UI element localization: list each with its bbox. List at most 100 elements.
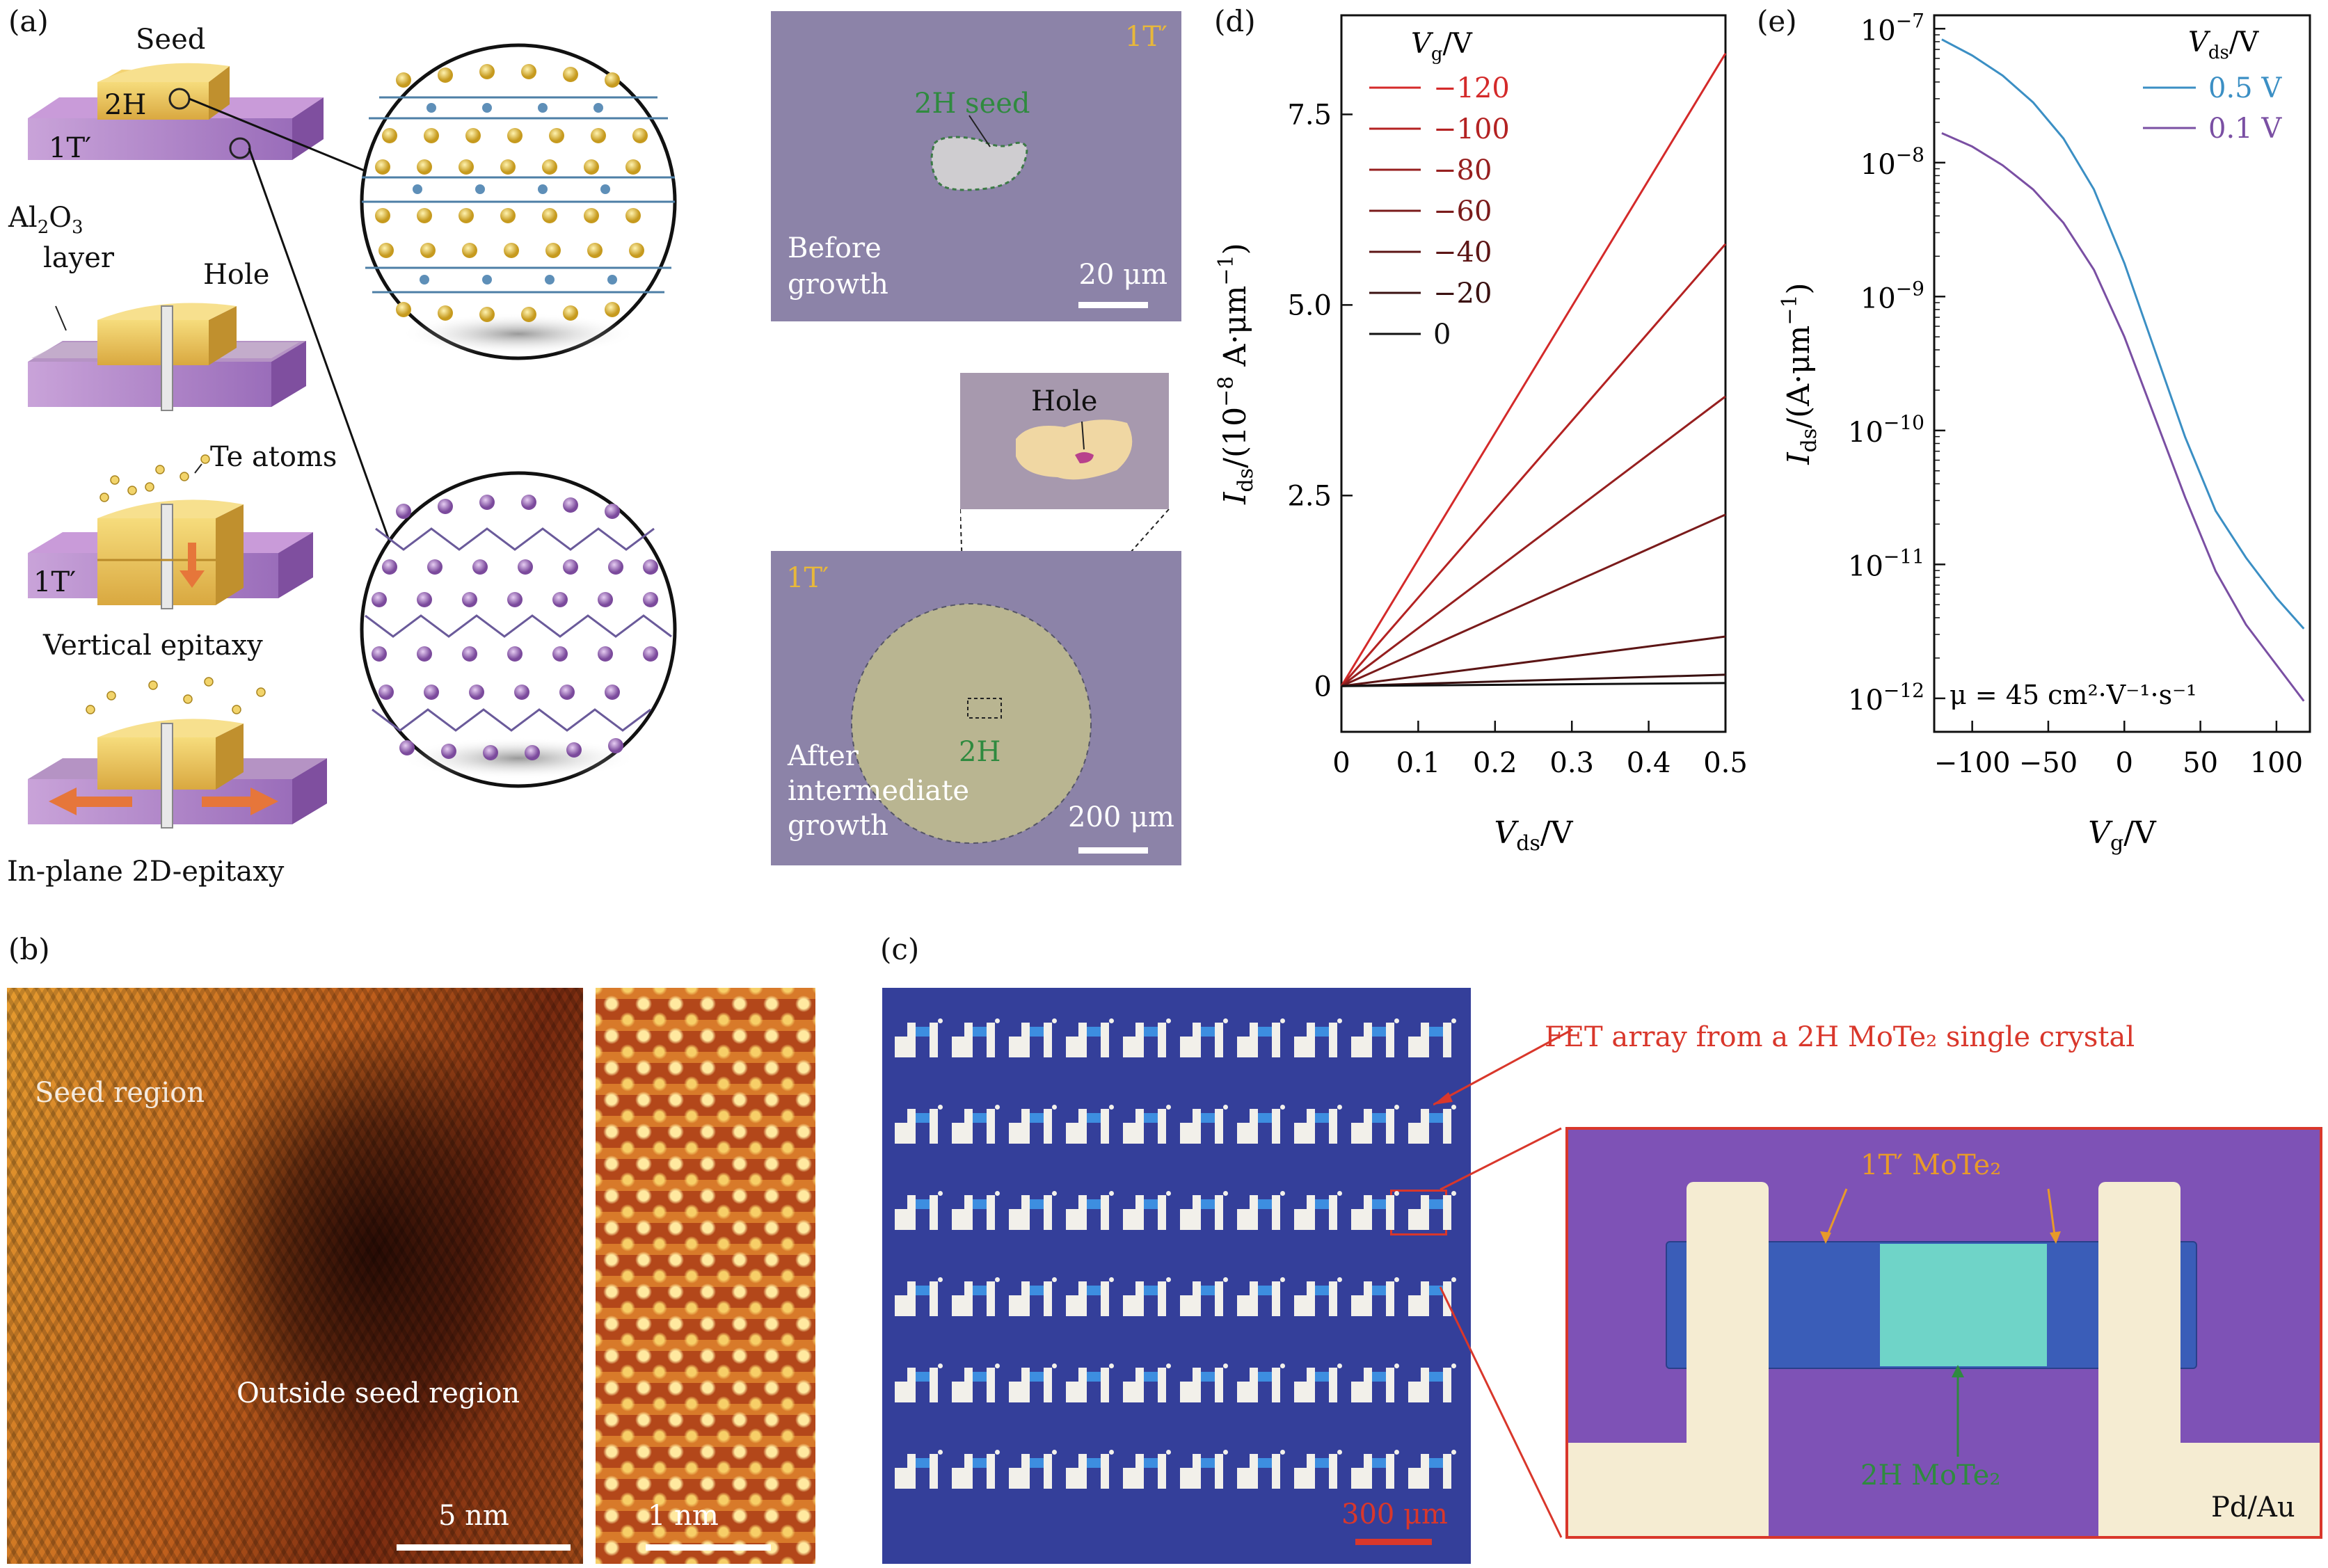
layer-label: layer: [43, 242, 115, 274]
fet-device-cell: [895, 1102, 943, 1144]
panel-a-schematics: [28, 43, 677, 829]
schematic-hole-block: [28, 303, 306, 411]
fet-device-cell: [1066, 1188, 1115, 1230]
inset-hole-label: Hole: [1031, 385, 1098, 417]
chart-d-ytick-label: 7.5: [1287, 99, 1332, 131]
seed-flake: [930, 115, 1028, 191]
fet-device-cell: [1237, 1102, 1286, 1144]
chart-d-legend-label: −60: [1433, 195, 1492, 227]
fet-device-cell: [1408, 1274, 1457, 1316]
crystal-2h-circle: [360, 43, 677, 360]
inplane-epitaxy-caption: In-plane 2D-epitaxy: [7, 856, 285, 888]
chart-d-xlabel: Vds/V: [1494, 815, 1574, 856]
chart-e-ytick-label: 10−12: [1848, 679, 1924, 717]
micrograph-after-growth: 1T′ 2H After intermediate growth 200 μm: [771, 551, 1181, 865]
label-pd-au: Pd/Au: [2211, 1491, 2295, 1523]
schematic-seed-block: [28, 63, 324, 160]
fet-device-cell: [1294, 1016, 1343, 1057]
chart-e-xtick-label: −100: [1934, 747, 2011, 779]
contact-left: [1568, 1443, 1693, 1536]
fet-device-cell: [1066, 1274, 1115, 1316]
after-caption-2: intermediate: [788, 775, 970, 807]
inset-hole-micrograph: Hole: [960, 373, 1169, 509]
chart-d-series-line: [1341, 395, 1726, 687]
chart-e-ytick-label: 10−9: [1860, 277, 1924, 314]
fet-device-cell: [1294, 1188, 1343, 1230]
chart-e-mobility-annotation: μ = 45 cm²·V⁻¹·s⁻¹: [1950, 680, 2197, 710]
panel-d-label: (d): [1214, 4, 1256, 38]
chart-d-legend-label: −100: [1433, 113, 1510, 145]
chart-e-xtick-label: −50: [2019, 747, 2078, 779]
fet-device-cell: [1009, 1188, 1058, 1230]
fet-array-micrograph: 300 μm: [882, 988, 1471, 1564]
chart-d-xtick-label: 0: [1332, 747, 1350, 779]
chart-e-xtick-label: 50: [2183, 747, 2218, 779]
chart-d-legend-label: 0: [1433, 319, 1451, 351]
micrograph-before-growth: 1T′ 2H seed Before growth 20 μm: [771, 11, 1181, 321]
chart-d-xtick-label: 0.5: [1703, 747, 1748, 779]
chart-d-ytick-label: 5.0: [1287, 289, 1332, 321]
chart-d-series-line: [1341, 682, 1726, 687]
scale-bar-20um: [1078, 302, 1148, 308]
fet-device-cell: [952, 1188, 1000, 1230]
chart-d-series-line: [1341, 673, 1726, 687]
stem-image-wide: Seed region Outside seed region 5 nm: [7, 988, 583, 1564]
fet-device-cell: [1351, 1188, 1400, 1230]
fet-device-cell: [952, 1361, 1000, 1402]
fet-device-cell: [1237, 1016, 1286, 1057]
chart-e-xtick-label: 100: [2250, 747, 2303, 779]
fet-array-caption: FET array from a 2H MoTe₂ single crystal: [1545, 1021, 2135, 1053]
fet-device-cell: [1123, 1447, 1172, 1489]
label-1t: 1T′: [49, 132, 92, 164]
fet-device-cell: [1180, 1447, 1229, 1489]
chart-e-xtick-label: 0: [2116, 747, 2133, 779]
seed-region-label: Seed region: [35, 1077, 205, 1109]
chart-d-series-line: [1341, 513, 1726, 687]
before-caption-1: Before: [788, 232, 882, 264]
fet-device-cell: [895, 1274, 943, 1316]
panel-c-label: (c): [880, 932, 920, 966]
fet-device-cell: [1180, 1102, 1229, 1144]
fet-device-cell: [1009, 1102, 1058, 1144]
fet-device-cell: [1009, 1274, 1058, 1316]
fet-device-cell: [1351, 1274, 1400, 1316]
fet-device-cell: [952, 1102, 1000, 1144]
chart-d-xtick-label: 0.2: [1473, 747, 1517, 779]
fet-device-cell: [952, 1447, 1000, 1489]
chart-e-frame: [1933, 14, 2311, 733]
stem-image-zoom: 1 nm: [596, 988, 815, 1564]
chart-d-series-line: [1340, 243, 1727, 687]
fet-device-cell: [895, 1016, 943, 1057]
fet-device-cell: [1408, 1188, 1457, 1230]
tag-1t-top: 1T′: [1124, 21, 1167, 53]
fet-device-cell: [1123, 1188, 1172, 1230]
chart-d-legend-title: Vg/V: [1411, 28, 1473, 65]
panel-b-label: (b): [8, 932, 50, 966]
fet-device-cell: [1351, 1447, 1400, 1489]
scale-bar-5nm: [397, 1544, 571, 1551]
fet-device-cell: [1351, 1102, 1400, 1144]
panel-e-label: (e): [1757, 4, 1797, 38]
fet-device-cell: [1180, 1016, 1229, 1057]
fet-device-cell: [1123, 1274, 1172, 1316]
zoom-arrows: [1820, 1188, 2061, 1457]
chart-d-xtick-label: 0.3: [1549, 747, 1594, 779]
label-2h-region: 2H: [959, 736, 1001, 768]
chart-e-legend-title: Vds/V: [2188, 26, 2259, 63]
fet-device-cell: [952, 1274, 1000, 1316]
fet-device-cell: [1294, 1447, 1343, 1489]
al2o3-label: Al2O3: [8, 202, 83, 238]
after-caption-3: growth: [788, 810, 888, 842]
fet-device-cell: [1066, 1102, 1115, 1144]
chart-d-xtick-label: 0.1: [1396, 747, 1441, 779]
scale-bar-1nm: [646, 1544, 771, 1551]
fet-device-cell: [1123, 1361, 1172, 1402]
channel-2h-region: [1880, 1244, 2047, 1366]
grown-region: [851, 603, 1092, 844]
fet-device-cell: [1180, 1361, 1229, 1402]
fet-device-cell: [1408, 1361, 1457, 1402]
chart-e-ytick-label: 10−10: [1848, 411, 1924, 449]
scale-300um: 300 μm: [1341, 1498, 1448, 1530]
label-1t-lower: 1T′: [33, 566, 77, 598]
te-atoms-label: Te atoms: [210, 441, 337, 473]
